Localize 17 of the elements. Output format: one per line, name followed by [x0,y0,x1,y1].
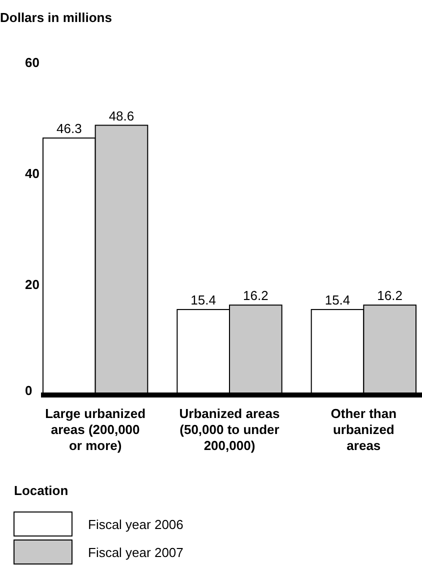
y-tick-label: 60 [25,55,40,70]
legend-label: Fiscal year 2006 [88,517,184,532]
data-label: 16.2 [377,288,402,304]
x-tick-label: Urbanized areas (50,000 to under 200,000) [179,406,280,453]
legend-label: Fiscal year 2007 [88,545,184,560]
x-axis-title: Location [14,483,68,498]
data-label: 48.6 [108,108,134,124]
y-tick-label: 0 [25,383,32,398]
y-tick-label: 20 [25,277,40,292]
y-axis-title: Dollars in millions [0,10,112,25]
data-label: 15.4 [324,292,350,308]
x-tick-label: Large urbanized areas (200,000 or more) [45,406,146,453]
data-label: 16.2 [243,288,268,304]
x-tick-label: Other than urbanized areas [330,406,397,453]
y-tick-label: 40 [25,166,40,181]
data-label: 15.4 [190,292,216,308]
data-label: 46.3 [56,121,82,136]
